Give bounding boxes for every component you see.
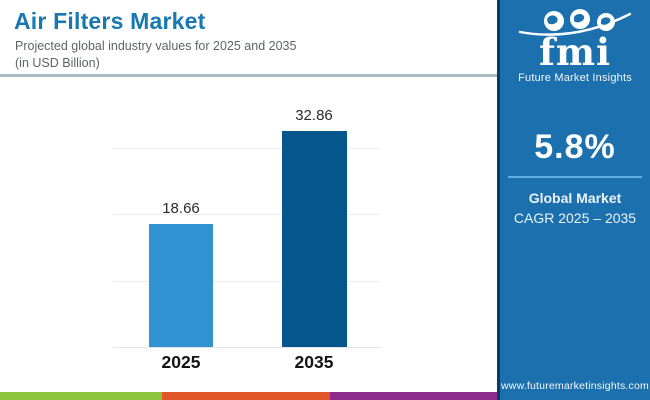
website-link[interactable]: www.futuremarketinsights.com xyxy=(501,380,649,392)
footer-strip-purple xyxy=(330,392,497,400)
footer-strip-green xyxy=(0,392,162,400)
cagr-label-line-1: Global Market xyxy=(528,190,622,206)
bar-group-2035: 32.86 xyxy=(264,106,364,347)
brand-panel: fmi Future Market Insights 5.8% Global M… xyxy=(497,0,650,400)
subtitle-line-1: Projected global industry values for 202… xyxy=(15,39,297,53)
cagr-label-line-2: CAGR 2025 – 2035 xyxy=(513,210,637,226)
cagr-underline xyxy=(508,176,642,178)
bar-value-2025: 18.66 xyxy=(162,200,200,217)
page-title: Air Filters Market xyxy=(14,8,206,34)
page-subtitle: Projected global industry values for 202… xyxy=(15,38,296,72)
fmi-logo: fmi Future Market Insights xyxy=(500,9,650,84)
header: Air Filters Market Projected global indu… xyxy=(0,0,497,75)
gridline-10 xyxy=(113,281,380,282)
bar-2025 xyxy=(149,224,213,347)
x-axis-baseline xyxy=(113,347,380,348)
cagr-value: 5.8% xyxy=(534,128,616,166)
bar-value-2035: 32.86 xyxy=(295,107,333,124)
header-divider xyxy=(0,74,497,77)
bar-2035 xyxy=(281,131,347,347)
x-axis-label-2025: 2025 xyxy=(161,352,201,372)
gridline-30 xyxy=(113,148,380,149)
cagr-block: 5.8% Global Market CAGR 2025 – 2035 xyxy=(500,128,650,228)
gridline-20 xyxy=(113,214,380,215)
footer-strip-orange xyxy=(162,392,330,400)
bar-group-2025: 18.66 xyxy=(131,199,231,347)
subtitle-line-2: (in USD Billion) xyxy=(15,56,100,70)
fmi-logo-text: fmi xyxy=(538,30,612,74)
bar-chart: 18.66 32.86 2025 2035 xyxy=(0,77,497,392)
fmi-logo-caption: Future Market Insights xyxy=(518,72,632,84)
x-axis-label-2035: 2035 xyxy=(294,352,334,372)
fmi-logo-globes-icon xyxy=(518,9,632,36)
